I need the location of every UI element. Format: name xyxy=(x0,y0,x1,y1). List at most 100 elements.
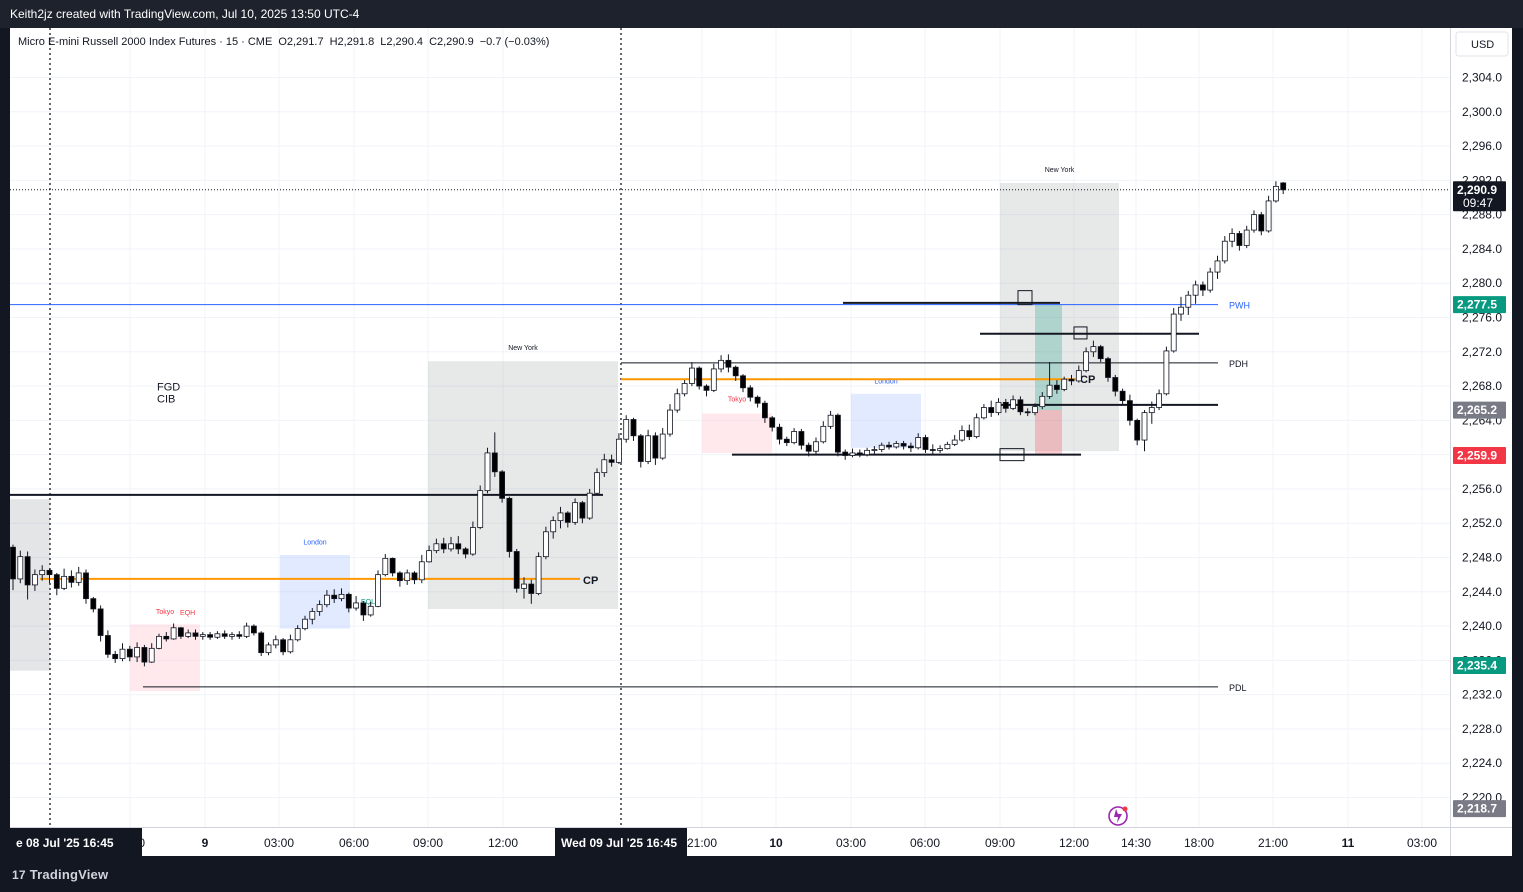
price-tick-label: 2,224.0 xyxy=(1462,756,1502,770)
candle-down xyxy=(1236,233,1243,246)
candle-down xyxy=(1134,419,1141,441)
candle-down xyxy=(513,551,520,589)
candle-up xyxy=(1273,185,1279,202)
time-tick-label: 12:00 xyxy=(488,836,518,850)
time-tick-label: 03:00 xyxy=(1407,836,1437,850)
candle-up xyxy=(469,527,476,555)
candle-up xyxy=(893,443,900,448)
candle-down xyxy=(236,634,243,637)
date-marker-bg xyxy=(10,828,142,856)
session-label: Tokyo xyxy=(728,397,746,404)
price-badge-label: 2,277.5 xyxy=(1457,298,1497,312)
price-chart[interactable]: Tokyo London New York Tokyo London New York P… xyxy=(10,28,1512,856)
candle-up xyxy=(645,435,651,462)
candle-up xyxy=(185,632,192,637)
attribution-text: Keith2jz created with TradingView.com, J… xyxy=(10,7,360,21)
session-label: London xyxy=(303,540,326,547)
candle-up xyxy=(338,593,345,600)
candle-up xyxy=(39,569,46,576)
candle-up xyxy=(1265,200,1272,232)
candle-down xyxy=(491,452,498,473)
candle-down xyxy=(177,627,184,637)
candle-up xyxy=(915,437,922,449)
session-label: London xyxy=(874,379,897,386)
session-zone xyxy=(702,413,772,453)
replay-icon[interactable] xyxy=(1108,806,1128,826)
date-marker-label: e 08 Jul '25 16:45 xyxy=(16,836,114,850)
session-label: Tokyo xyxy=(156,609,174,616)
candle-down xyxy=(776,426,783,440)
price-tick-label: 2,268.0 xyxy=(1462,379,1502,393)
grid xyxy=(10,28,1512,856)
price-tick-label: 2,252.0 xyxy=(1462,516,1502,530)
price-badge-label: 2,235.4 xyxy=(1457,659,1497,673)
price-badge-label: 2,259.9 xyxy=(1457,449,1497,463)
marker-box xyxy=(1017,290,1033,306)
candle-down xyxy=(762,402,768,419)
candle-up xyxy=(1046,384,1053,397)
chart-frame[interactable]: Tokyo London New York Tokyo London New York P… xyxy=(10,28,1512,856)
candle-down xyxy=(747,387,754,398)
price-badge-label: 2,218.7 xyxy=(1457,802,1497,816)
candle-down xyxy=(506,497,513,552)
candle-up xyxy=(981,407,987,419)
candle-up xyxy=(827,414,834,427)
price-tick-label: 2,304.0 xyxy=(1462,71,1502,85)
candle-up xyxy=(367,605,374,616)
candle-up xyxy=(433,543,440,552)
candle-down xyxy=(163,635,170,640)
price-badge: 2,218.7 xyxy=(1453,800,1506,818)
candle-down xyxy=(221,633,228,637)
candle-up xyxy=(477,490,484,528)
candle-up xyxy=(521,583,527,589)
marker-box xyxy=(999,448,1025,462)
time-tick-label: 09:00 xyxy=(413,836,443,850)
price-badge: 2,277.5 xyxy=(1453,296,1506,314)
candle-down xyxy=(53,574,60,589)
price-tick-label: 2,248.0 xyxy=(1462,551,1502,565)
candle-up xyxy=(199,634,206,637)
candle-up xyxy=(1148,407,1155,414)
candle-up xyxy=(667,409,673,435)
candle-down xyxy=(24,556,31,586)
candle-up xyxy=(871,449,878,451)
time-tick-label: 21:00 xyxy=(1258,836,1288,850)
candle-up xyxy=(1163,350,1170,395)
candle-down xyxy=(725,359,732,368)
currency-button[interactable]: USD xyxy=(1455,31,1509,57)
candle-down xyxy=(1119,390,1126,402)
candle-up xyxy=(1090,346,1097,353)
candle-up xyxy=(243,625,250,637)
brand-label: TradingView xyxy=(29,867,109,882)
time-axis[interactable]: 21:00 9 03:00 06:00 09:00 12:00 21:00 10 03:00 06… xyxy=(10,828,1437,856)
candle-up xyxy=(484,452,491,492)
price-badge-label: 2,290.9 xyxy=(1457,183,1497,197)
pdl-label: PDL xyxy=(1229,683,1247,693)
candle-down xyxy=(10,546,16,580)
time-tick-label: 18:00 xyxy=(1184,836,1214,850)
candle-up xyxy=(586,492,593,519)
candle-up xyxy=(1039,395,1046,408)
candle-up xyxy=(1061,378,1068,390)
candle-down xyxy=(105,635,111,655)
cp-label: CP xyxy=(583,575,598,587)
cp-label: CP xyxy=(1080,374,1095,386)
candle-down xyxy=(1258,214,1265,232)
price-tick-label: 2,276.0 xyxy=(1462,311,1502,325)
candle-up xyxy=(309,611,316,620)
fgd-label: FGD xyxy=(157,381,180,393)
candle-down xyxy=(805,444,812,452)
candles xyxy=(10,181,1287,667)
eql-label: EQL xyxy=(361,599,375,606)
candle-up xyxy=(156,635,162,649)
candle-up xyxy=(1075,370,1082,382)
session-zone xyxy=(428,361,618,609)
candle-up xyxy=(272,639,279,646)
attribution-bar: Keith2jz created with TradingView.com, J… xyxy=(0,0,1523,28)
candle-up xyxy=(148,647,155,663)
price-axis[interactable]: 2,304.02,300.02,296.02,292.02,288.02,284… xyxy=(1453,71,1506,818)
time-tick-label: 06:00 xyxy=(339,836,369,850)
candle-up xyxy=(849,452,856,456)
candle-up xyxy=(601,459,608,474)
tradingview-logo[interactable]: 17 TradingView xyxy=(12,867,108,882)
